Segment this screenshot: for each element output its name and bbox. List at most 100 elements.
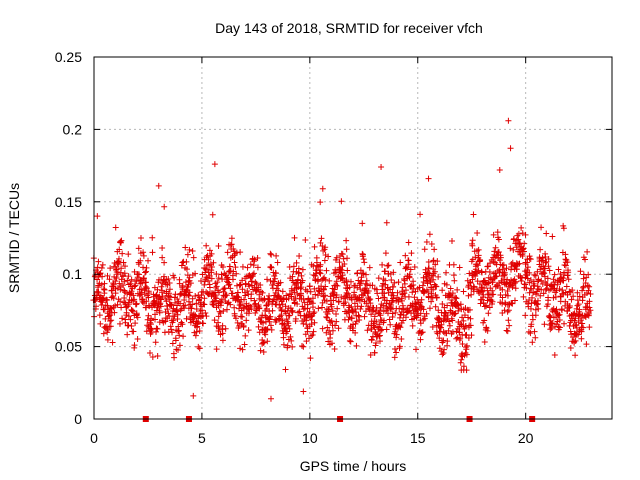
data-point (156, 309, 163, 316)
data-point (572, 315, 579, 322)
data-point (155, 182, 162, 189)
data-point (116, 280, 123, 287)
data-point (537, 292, 544, 299)
data-point (121, 278, 128, 285)
data-point (372, 328, 379, 335)
data-point (176, 342, 183, 349)
data-point (431, 246, 438, 253)
data-point (196, 345, 203, 352)
data-point (116, 246, 123, 253)
data-point (584, 282, 591, 289)
data-point (480, 291, 487, 298)
data-point (586, 283, 593, 290)
data-point (441, 309, 448, 316)
data-point (311, 243, 318, 250)
data-point (453, 295, 460, 302)
data-point (393, 334, 400, 341)
data-point (182, 244, 189, 251)
data-point (492, 273, 499, 280)
data-point (411, 294, 418, 301)
data-point (137, 234, 144, 241)
data-point (321, 246, 328, 253)
data-point (149, 353, 156, 360)
data-point (467, 322, 474, 329)
data-point (244, 264, 251, 271)
data-point (318, 290, 325, 297)
data-point (429, 324, 436, 331)
data-point (426, 305, 433, 312)
data-point (318, 235, 325, 242)
data-point (543, 230, 550, 237)
data-point (365, 287, 372, 294)
data-point (353, 342, 360, 349)
data-point (182, 302, 189, 309)
data-point (325, 253, 332, 260)
data-point (131, 296, 138, 303)
data-point (492, 244, 499, 251)
data-point (227, 301, 234, 308)
data-point (99, 261, 106, 268)
x-tick-label: 10 (302, 430, 318, 446)
data-point (298, 290, 305, 297)
data-point (118, 265, 125, 272)
data-point (546, 267, 553, 274)
data-point (299, 266, 306, 273)
data-point (168, 326, 175, 333)
data-point (139, 296, 146, 303)
data-point (298, 284, 305, 291)
data-point (96, 312, 103, 319)
data-point (176, 280, 183, 287)
data-point (209, 299, 216, 306)
data-point (148, 325, 155, 332)
data-point (328, 340, 335, 347)
data-point (486, 268, 493, 275)
data-point (394, 289, 401, 296)
data-point (545, 256, 552, 263)
data-point (517, 240, 524, 247)
data-point (230, 276, 237, 283)
data-point (186, 274, 193, 281)
data-point (300, 306, 307, 313)
y-axis-label: SRMTID / TECUs (6, 183, 22, 293)
data-point (503, 327, 510, 334)
data-point (125, 313, 132, 320)
data-point (267, 322, 274, 329)
data-point (120, 259, 127, 266)
data-point (540, 290, 547, 297)
data-point (496, 166, 503, 173)
data-point (161, 329, 168, 336)
data-point (506, 322, 513, 329)
data-point (449, 317, 456, 324)
data-point (509, 300, 516, 307)
data-point (294, 301, 301, 308)
data-point (520, 248, 527, 255)
data-point (384, 262, 391, 269)
data-point (291, 234, 298, 241)
data-point (239, 313, 246, 320)
data-point (439, 300, 446, 307)
data-point (343, 246, 350, 253)
data-point (572, 337, 579, 344)
data-point (390, 292, 397, 299)
data-point (322, 283, 329, 290)
data-point (569, 287, 576, 294)
data-point (440, 328, 447, 335)
data-point (381, 290, 388, 297)
data-point (431, 268, 438, 275)
data-point (450, 261, 457, 268)
data-point (404, 264, 411, 271)
data-point (583, 341, 590, 348)
data-point (116, 320, 123, 327)
data-point (397, 324, 404, 331)
data-point (388, 306, 395, 313)
data-point (388, 276, 395, 283)
data-point (145, 257, 152, 264)
data-point (475, 267, 482, 274)
data-point (486, 298, 493, 305)
data-point (402, 264, 409, 271)
data-point (564, 259, 571, 266)
data-point (452, 294, 459, 301)
data-point (383, 297, 390, 304)
data-point (555, 312, 562, 319)
data-point (111, 309, 118, 316)
